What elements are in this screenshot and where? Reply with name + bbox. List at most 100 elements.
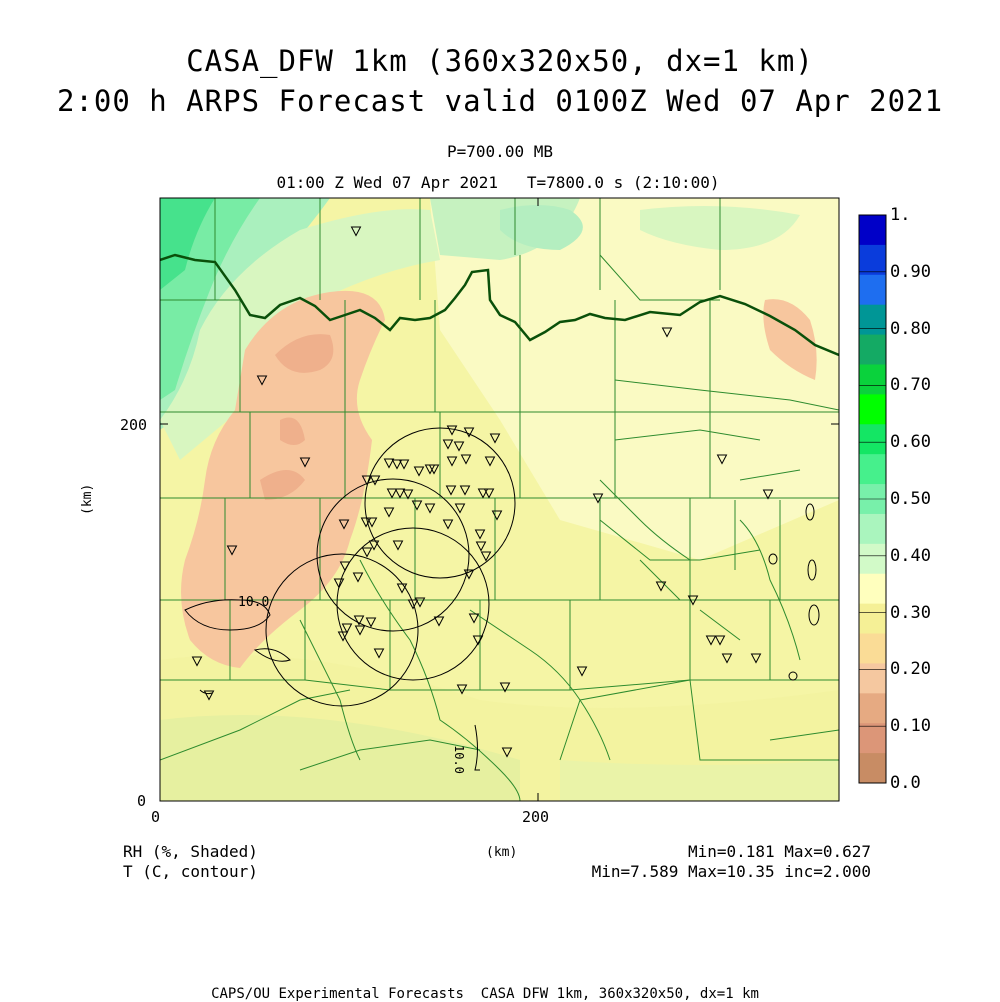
station-marker	[386, 488, 398, 499]
colorbar-swatch	[859, 663, 886, 694]
colorbar-swatch	[859, 633, 886, 664]
colorbar-label: 0.20	[890, 659, 931, 680]
station-marker	[392, 540, 404, 551]
station-marker	[299, 457, 311, 468]
title-line-2: 2:00 h ARPS Forecast valid 0100Z Wed 07 …	[56, 84, 944, 118]
station-marker	[433, 616, 445, 627]
colorbar-swatch	[859, 244, 886, 276]
station-marker	[442, 439, 454, 450]
colorbar-label: 0.70	[890, 375, 931, 396]
station-marker	[687, 595, 699, 606]
colorbar-label: 0.90	[890, 261, 931, 282]
station-marker	[453, 441, 465, 452]
station-marker	[203, 690, 215, 701]
radar-ring-4	[265, 553, 419, 707]
colorbar-swatch	[859, 513, 886, 545]
colorbar-swatch	[859, 603, 886, 635]
colorbar-label: 0.60	[890, 432, 931, 453]
station-marker	[398, 459, 410, 470]
station-marker	[369, 475, 381, 486]
station-marker	[383, 458, 395, 469]
colorbar-label: 0.10	[890, 716, 931, 737]
station-marker	[353, 615, 365, 626]
station-marker	[256, 375, 268, 386]
station-marker	[338, 519, 350, 530]
x-axis-label: (km)	[486, 845, 518, 860]
station-marker	[407, 599, 419, 610]
station-marker	[750, 653, 762, 664]
station-marker	[576, 666, 588, 677]
station-marker	[491, 510, 503, 521]
title-line-1: CASA_DFW 1km (360x320x50, dx=1 km)	[186, 44, 814, 78]
axis-ticks	[160, 198, 839, 801]
station-marker	[483, 488, 495, 499]
station-marker	[383, 507, 395, 518]
station-marker	[191, 656, 203, 667]
station-marker	[365, 617, 377, 628]
colorbar-label: 0.40	[890, 545, 931, 566]
x-tick-200: 200	[522, 808, 550, 826]
colorbar-swatch	[859, 693, 886, 724]
station-marker	[413, 466, 425, 477]
station-marker	[391, 459, 403, 470]
contour-label-1: 10.0	[238, 595, 270, 610]
station-marker	[484, 456, 496, 467]
station-marker	[454, 503, 466, 514]
legend-contour-minmax: Min=7.589 Max=10.35 inc=2.000	[591, 862, 871, 881]
colorbar-swatch	[859, 304, 886, 336]
station-marker	[368, 540, 380, 551]
station-marker	[460, 454, 472, 465]
station-marker	[463, 569, 475, 580]
lakes	[768, 503, 820, 681]
station-marker	[350, 226, 362, 237]
colorbar-label: 0.80	[890, 318, 931, 339]
y-axis-label: (km)	[80, 483, 95, 515]
state-boundary	[160, 253, 839, 357]
y-tick-0: 0	[137, 792, 147, 810]
station-marker	[445, 485, 457, 496]
station-marker	[501, 747, 513, 758]
temperature-contours	[184, 599, 480, 771]
legend-shaded-field: RH (%, Shaded)	[123, 842, 258, 861]
colorbar-label: 0.50	[890, 489, 931, 509]
radar-ring-2	[316, 478, 470, 632]
colorbar-swatch	[859, 723, 886, 754]
station-marker	[361, 547, 373, 558]
station-marker	[414, 597, 426, 608]
colorbar-swatch	[859, 394, 886, 425]
station-marker	[226, 545, 238, 556]
colorbar-swatch	[859, 424, 886, 455]
colorbar-swatch	[859, 215, 886, 246]
contour-label-2: 10.0	[452, 745, 466, 774]
colorbar-label: 0.0	[890, 773, 921, 793]
station-marker	[411, 500, 423, 511]
station-marker	[655, 581, 667, 592]
radar-ring-1	[364, 427, 516, 579]
colorbar-swatch	[859, 573, 886, 605]
station-marker	[446, 456, 458, 467]
station-marker	[489, 433, 501, 444]
time-label: 01:00 Z Wed 07 Apr 2021 T=7800.0 s (2:10…	[276, 173, 720, 192]
station-marker	[337, 631, 349, 642]
station-marker	[424, 503, 436, 514]
station-marker	[446, 425, 458, 436]
colorbar-label: 0.30	[890, 602, 931, 623]
station-marker	[352, 572, 364, 583]
colorbar-swatch	[859, 753, 886, 784]
colorbar-swatch	[859, 543, 886, 575]
colorbar	[858, 214, 887, 784]
station-marker	[459, 485, 471, 496]
station-marker	[499, 682, 511, 693]
station-marker	[366, 517, 378, 528]
station-marker	[721, 653, 733, 664]
station-marker	[354, 625, 366, 636]
station-marker	[333, 578, 345, 589]
legend-contour-field: T (C, contour)	[123, 862, 258, 881]
county-boundaries	[160, 198, 839, 771]
x-tick-0: 0	[151, 808, 161, 826]
station-marker	[472, 635, 484, 646]
radar-ring-3	[336, 527, 490, 681]
station-markers	[191, 226, 774, 758]
rivers	[299, 479, 801, 801]
